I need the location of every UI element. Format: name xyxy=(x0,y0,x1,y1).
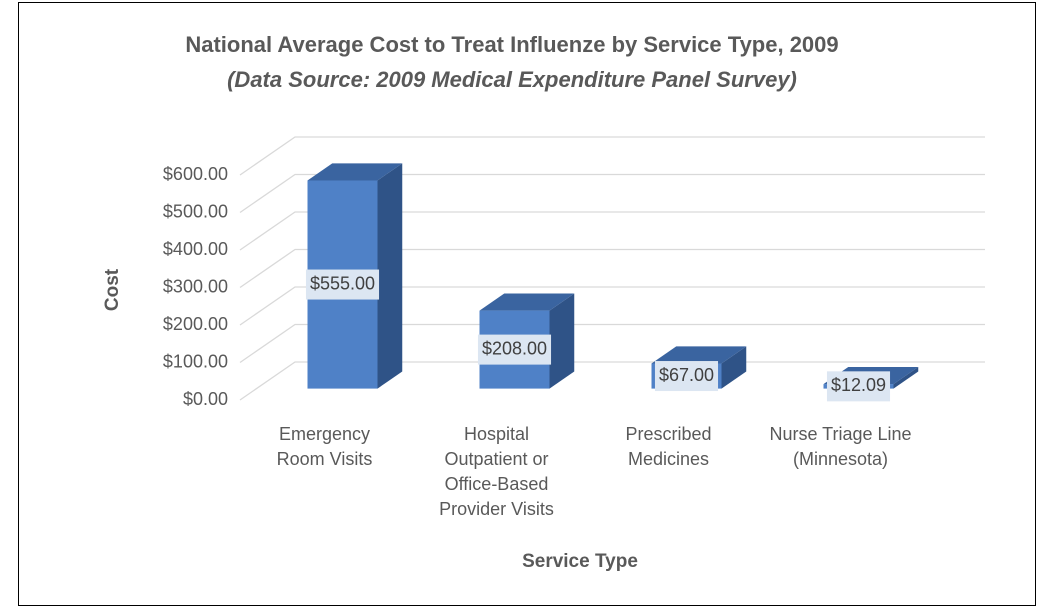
grid-line xyxy=(239,248,985,289)
x-tick-label: Prescribed Medicines xyxy=(625,424,712,469)
x-axis-title: Service Type xyxy=(522,551,638,572)
value-label: $67.00 xyxy=(659,365,714,385)
value-label: $12.09 xyxy=(831,375,886,395)
value-label-box xyxy=(654,361,719,392)
bar-side xyxy=(549,293,575,389)
grid-line xyxy=(239,173,985,214)
y-tick-label: $0.00 xyxy=(183,389,228,409)
y-tick-label: $200.00 xyxy=(163,314,228,334)
bar-top xyxy=(651,346,747,364)
grid-line xyxy=(239,323,985,364)
value-label-box xyxy=(305,269,380,300)
y-axis-title: Cost xyxy=(102,268,123,311)
chart-subtitle: (Data Source: 2009 Medical Expenditure P… xyxy=(227,67,797,92)
grid-line xyxy=(239,211,985,251)
bar-side xyxy=(893,366,919,389)
value-label: $208.00 xyxy=(482,338,547,358)
bar-side xyxy=(377,163,403,389)
value-label-box xyxy=(477,334,552,365)
x-tick-label: Hospital Outpatient or Office-Based Prov… xyxy=(439,424,554,519)
bar-side xyxy=(721,346,747,389)
y-tick-label: $300.00 xyxy=(163,276,228,296)
y-tick-label: $400.00 xyxy=(163,239,228,259)
x-tick-label: Nurse Triage Line (Minnesota) xyxy=(769,424,912,469)
x-tick-label: Emergency Room Visits xyxy=(276,424,373,469)
bar-top xyxy=(307,163,403,181)
y-tick-label: $600.00 xyxy=(163,164,228,184)
bar-top xyxy=(479,293,575,311)
value-label: $555.00 xyxy=(310,273,375,293)
grid-line xyxy=(239,136,985,176)
value-label-box xyxy=(826,371,891,402)
y-tick-label: $500.00 xyxy=(163,201,228,221)
y-tick-label: $100.00 xyxy=(163,351,228,371)
chart-title: National Average Cost to Treat Influenze… xyxy=(185,32,838,57)
grid-line xyxy=(239,361,985,401)
grid-line xyxy=(239,286,985,326)
